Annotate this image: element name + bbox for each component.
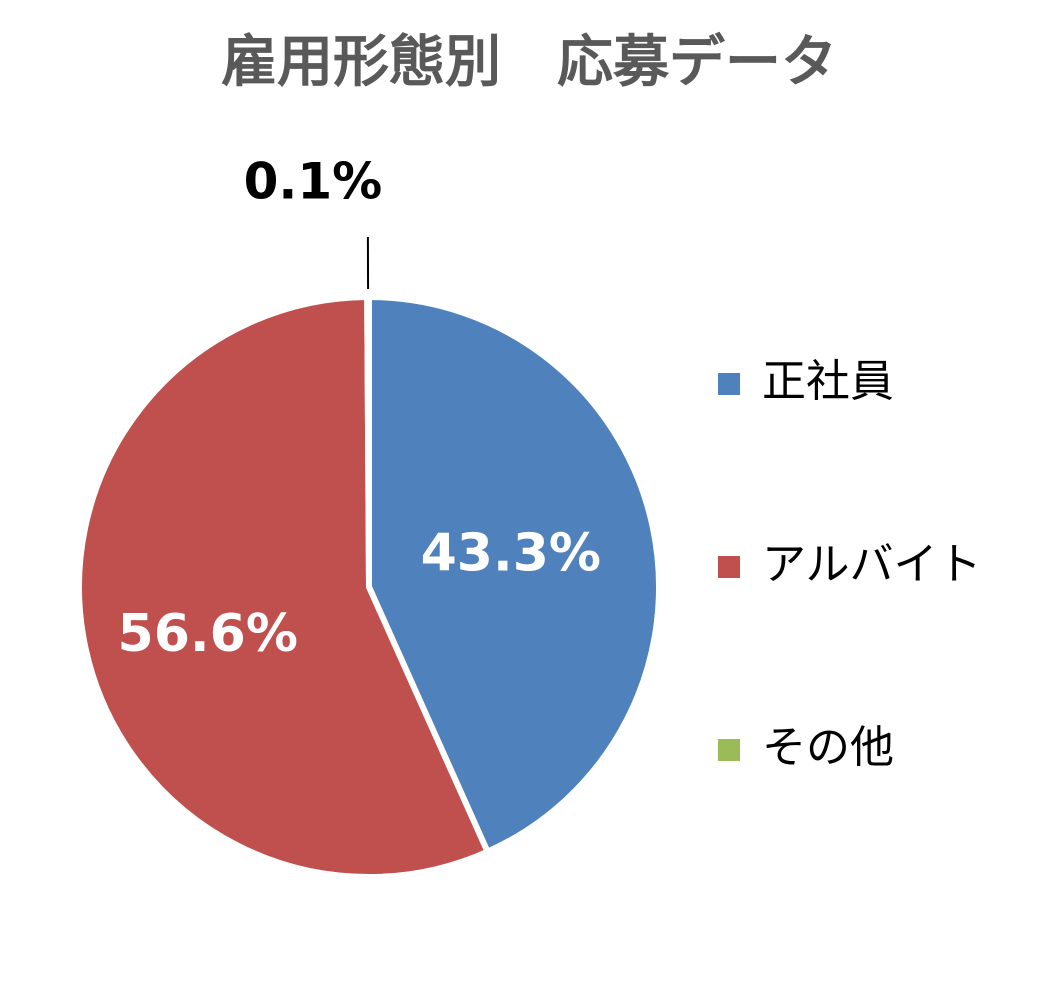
data-label: 0.1% <box>244 153 383 211</box>
pie-slice <box>76 294 491 880</box>
legend-swatch <box>718 556 740 578</box>
legend-label: アルバイト <box>762 539 982 590</box>
legend-swatch <box>718 373 740 395</box>
legend-label: 正社員 <box>762 356 894 407</box>
chart-title: 雇用形態別 応募データ <box>221 30 837 95</box>
pie-slice <box>366 294 662 855</box>
legend-swatch <box>718 739 740 761</box>
legend-label: その他 <box>762 722 894 773</box>
data-label: 43.3% <box>421 524 601 584</box>
data-label: 56.6% <box>118 604 298 664</box>
pie-slice <box>364 294 372 590</box>
